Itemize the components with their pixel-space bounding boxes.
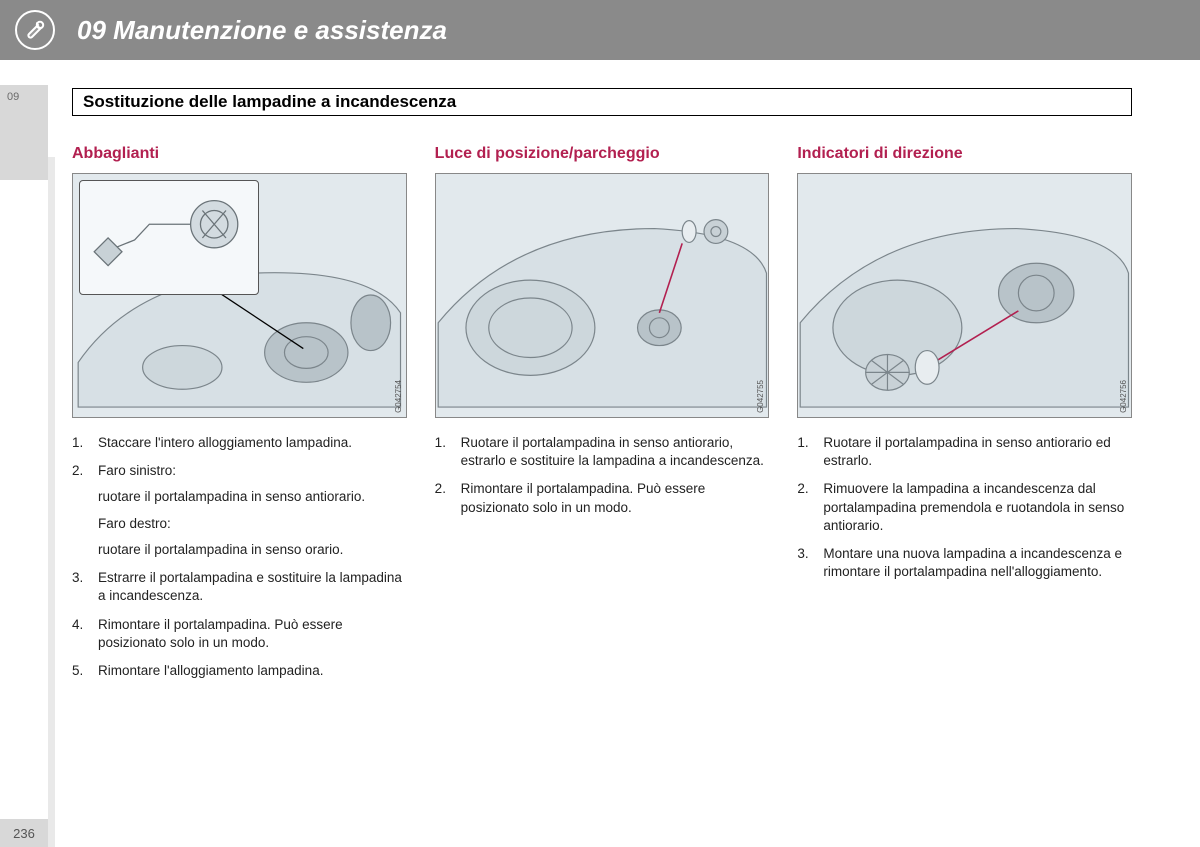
step-item: Rimontare l'alloggiamento lampadina. (72, 662, 407, 680)
image-ref-id: G042754 (394, 380, 403, 413)
column-heading: Abbaglianti (72, 145, 407, 163)
chapter-header: 09 Manutenzione e assistenza (0, 0, 1200, 60)
section-title-box: Sostituzione delle lampadine a incandesc… (72, 88, 1132, 116)
illustration: G042756 (797, 173, 1132, 418)
illustration-inset (79, 180, 259, 295)
steps-list: Ruotare il portalampadina in senso antio… (435, 434, 770, 517)
illustration: G042755 (435, 173, 770, 418)
column-abbaglianti: Abbaglianti (72, 145, 407, 690)
margin-strip (48, 157, 55, 847)
side-chapter-tab: 09 (0, 85, 48, 180)
step-item: Rimuovere la lampadina a incandescenza d… (797, 480, 1132, 535)
step-item: Rimontare il portalampadina. Può essere … (72, 616, 407, 652)
step-item: Rimontare il portalampadina. Può essere … (435, 480, 770, 516)
step-item: Estrarre il portalampadina e sostituire … (72, 569, 407, 605)
page-number: 236 (0, 819, 48, 847)
chapter-title: 09 Manutenzione e assistenza (77, 15, 447, 46)
wrench-icon (15, 10, 55, 50)
step-item: Ruotare il portalampadina in senso antio… (797, 434, 1132, 470)
step-item: Staccare l'intero alloggiamento lampadin… (72, 434, 407, 452)
column-heading: Luce di posizione/parcheggio (435, 145, 770, 163)
illustration: G042754 (72, 173, 407, 418)
column-heading: Indicatori di direzione (797, 145, 1132, 163)
section-title: Sostituzione delle lampadine a incandesc… (83, 92, 456, 112)
steps-list: Staccare l'intero alloggiamento lampadin… (72, 434, 407, 680)
column-indicatori: Indicatori di direzione G042756 (797, 145, 1132, 690)
steps-list: Ruotare il portalampadina in senso antio… (797, 434, 1132, 582)
step-item: Montare una nuova lampadina a incandesce… (797, 545, 1132, 581)
image-ref-id: G042755 (756, 380, 765, 413)
step-item: Faro sinistro: ruotare il portalampadina… (72, 462, 407, 559)
image-ref-id: G042756 (1119, 380, 1128, 413)
content-columns: Abbaglianti (72, 145, 1132, 690)
column-posizione: Luce di posizione/parcheggio G042755 Ruo… (435, 145, 770, 690)
step-item: Ruotare il portalampadina in senso antio… (435, 434, 770, 470)
